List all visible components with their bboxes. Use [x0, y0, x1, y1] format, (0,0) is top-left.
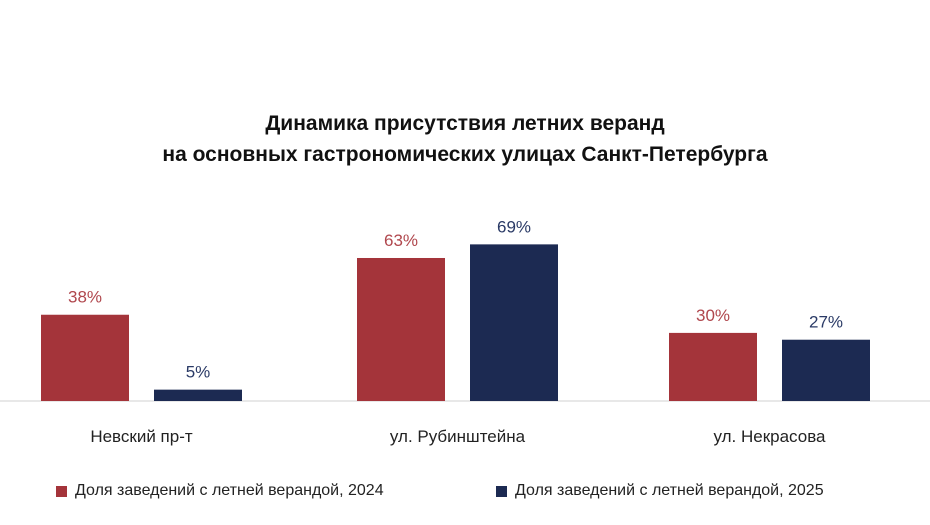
legend-item-2025: Доля заведений с летней верандой, 2025 — [496, 482, 824, 500]
legend-item-2024: Доля заведений с летней верандой, 2024 — [56, 482, 384, 500]
category-label-1: ул. Рубинштейна — [390, 427, 526, 446]
data-label-2024-1: 63% — [384, 231, 418, 250]
chart-title-line-1: Динамика присутствия летних веранд — [265, 112, 665, 135]
bar-2025-1 — [470, 244, 558, 401]
bar-2024-1 — [357, 257, 445, 401]
bar-2025-2 — [782, 339, 870, 401]
bar-2025-0 — [154, 389, 242, 401]
chart-title: Динамика присутствия летних веранд на ос… — [0, 108, 930, 170]
legend-swatch-2025 — [496, 485, 507, 497]
category-label-2: ул. Некрасова — [713, 427, 826, 446]
category-label-0: Невский пр-т — [90, 427, 193, 446]
legend-label-2025: Доля заведений с летней верандой, 2025 — [515, 482, 824, 499]
data-label-2025-0: 5% — [186, 363, 211, 382]
bar-2024-2 — [669, 332, 757, 401]
data-label-2024-0: 38% — [68, 288, 102, 307]
data-label-2025-1: 69% — [497, 217, 531, 236]
chart-title-line-2: на основных гастрономических улицах Санк… — [162, 143, 768, 166]
bar-2024-0 — [41, 314, 129, 401]
data-label-2025-2: 27% — [809, 313, 843, 332]
legend-label-2024: Доля заведений с летней верандой, 2024 — [75, 482, 384, 499]
data-label-2024-2: 30% — [696, 306, 730, 325]
legend-swatch-2024 — [56, 485, 67, 497]
